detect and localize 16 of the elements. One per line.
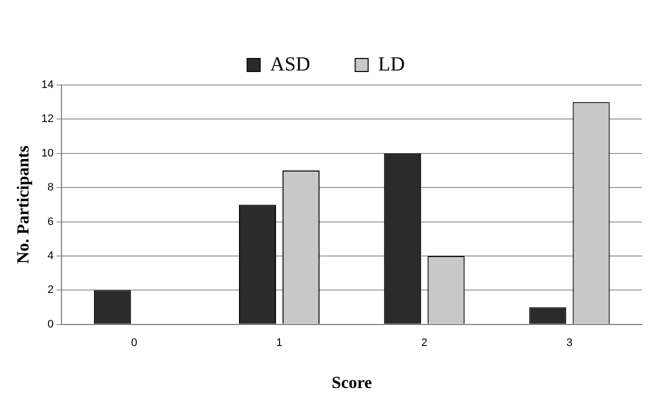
y-tick-label: 6 [48, 216, 54, 228]
y-tick-label: 8 [48, 182, 54, 194]
y-tick-label: 12 [41, 113, 54, 126]
y-tick-label: 4 [48, 250, 54, 262]
y-tick-label: 0 [48, 318, 54, 330]
x-tick-label: 0 [131, 337, 138, 350]
y-tick-label: 10 [41, 147, 54, 160]
x-axis-title: Score [332, 373, 372, 392]
legend-label: ASD [270, 53, 310, 76]
y-axis-title: No. Participants [14, 145, 33, 264]
x-tick-label: 3 [566, 337, 573, 350]
legend-label: LD [378, 53, 405, 76]
y-tick-label: 14 [41, 79, 54, 92]
y-tick-label: 2 [48, 284, 54, 296]
x-tick-label: 2 [421, 337, 428, 350]
x-tick-label: 1 [276, 337, 282, 350]
